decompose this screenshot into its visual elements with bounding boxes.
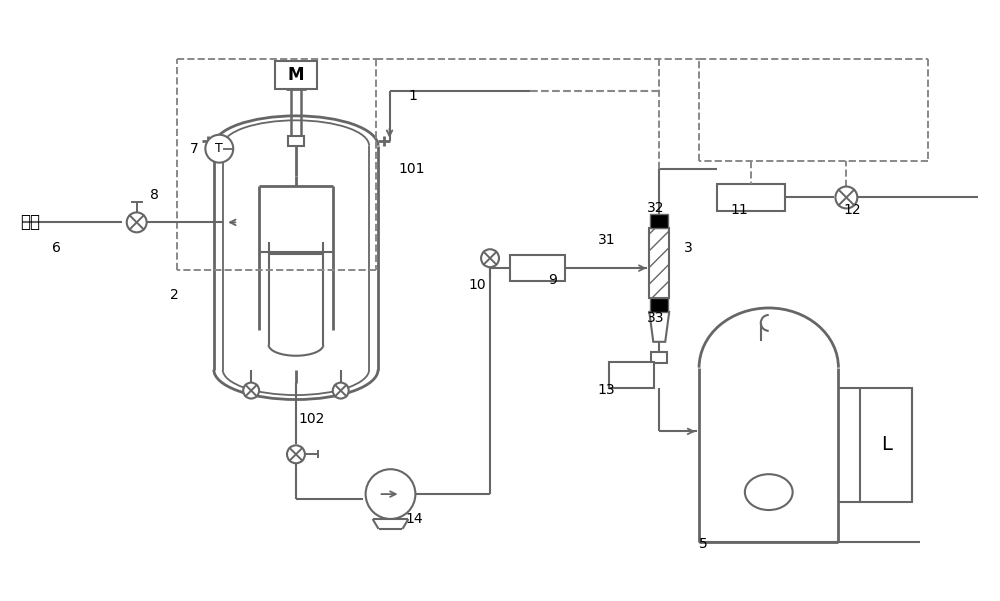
Text: 10: 10 [468, 278, 486, 292]
Text: 102: 102 [299, 412, 325, 427]
Circle shape [333, 383, 349, 398]
Bar [717, 183, 785, 212]
Text: 13: 13 [598, 383, 615, 397]
Bar [649, 228, 669, 298]
Circle shape [287, 445, 305, 463]
Bar [650, 215, 668, 228]
Text: 3: 3 [684, 241, 693, 255]
Text: T: T [215, 142, 223, 155]
Bar [860, 388, 912, 502]
Circle shape [205, 135, 233, 163]
Text: 6: 6 [52, 241, 61, 255]
Text: 14: 14 [405, 512, 423, 526]
Bar [510, 255, 565, 281]
Text: 9: 9 [548, 273, 557, 287]
Text: 蒸汽: 蒸汽 [20, 213, 40, 231]
Bar [609, 362, 654, 388]
Text: M: M [288, 66, 304, 84]
Text: 8: 8 [150, 189, 159, 203]
Text: 12: 12 [843, 203, 861, 218]
Text: 33: 33 [647, 311, 665, 325]
Text: 31: 31 [598, 233, 615, 247]
Circle shape [366, 469, 415, 519]
Text: L: L [881, 435, 892, 454]
Circle shape [835, 186, 857, 209]
Bar [651, 352, 667, 363]
Circle shape [127, 212, 147, 233]
Bar [650, 298, 668, 312]
Text: 32: 32 [647, 201, 665, 215]
Polygon shape [649, 312, 669, 342]
Bar [275, 61, 317, 89]
Text: 2: 2 [170, 288, 178, 302]
Circle shape [481, 249, 499, 267]
Circle shape [243, 383, 259, 398]
Text: 7: 7 [189, 142, 198, 156]
Text: 5: 5 [699, 537, 708, 551]
Text: 101: 101 [398, 162, 425, 175]
Text: 11: 11 [731, 203, 749, 218]
Bar [288, 136, 304, 145]
Text: 1: 1 [408, 89, 417, 103]
